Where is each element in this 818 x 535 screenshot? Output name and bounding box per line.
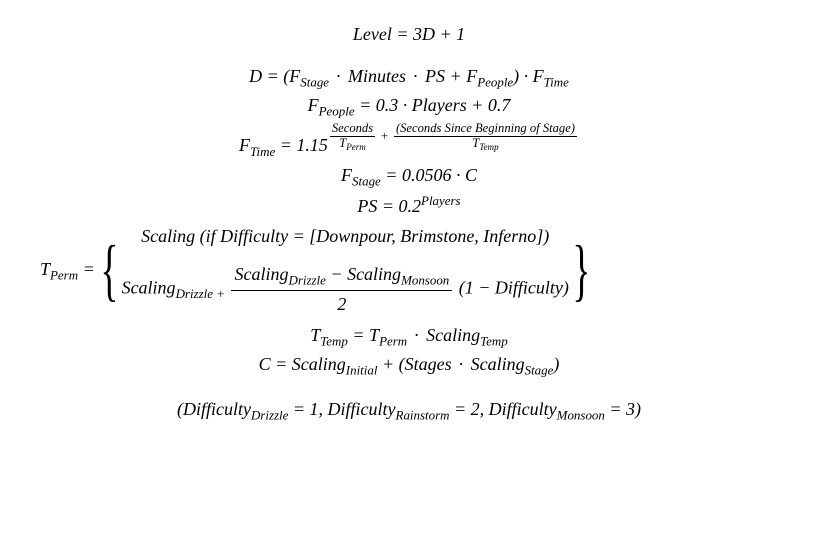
ftime-den2: TTemp	[394, 137, 577, 152]
tperm-case2-frac: ScalingDrizzle − ScalingMonsoon 2	[231, 262, 452, 316]
d-close: ) ·	[513, 66, 533, 86]
d-minutes: Minutes	[348, 66, 406, 86]
d-ftime-var: F	[533, 66, 544, 86]
tperm-case2: ScalingDrizzle + ScalingDrizzle − Scalin…	[122, 262, 569, 316]
eq-legend: (DifficultyDrizzle = 1, DifficultyRainst…	[40, 397, 778, 424]
d-fpeople-sub: People	[477, 75, 513, 90]
level-eq: =	[392, 24, 413, 44]
d-lhs: D	[249, 66, 262, 86]
tperm-case1: Scaling (if Difficulty = [Downpour, Brim…	[141, 224, 549, 248]
ftime-sub: Time	[250, 144, 275, 159]
d-ftime-sub: Time	[544, 75, 569, 90]
tperm-case2-num: ScalingDrizzle − ScalingMonsoon	[231, 262, 452, 291]
ftime-var: F	[239, 136, 250, 156]
d-fstage-var: F	[289, 66, 300, 86]
ftime-frac2: (Seconds Since Beginning of Stage)TTemp	[394, 122, 577, 152]
fstage-sub: Stage	[352, 173, 381, 188]
tperm-piecewise: { Scaling (if Difficulty = [Downpour, Br…	[99, 220, 592, 321]
level-rhs: 3D + 1	[413, 24, 465, 44]
ps-lhs: PS	[357, 196, 377, 216]
level-lhs: Level	[353, 24, 392, 44]
eq-level: Level = 3D + 1	[40, 22, 778, 46]
d-ps: PS	[425, 66, 445, 86]
ftime-exponent: SecondsTPerm + (Seconds Since Beginning …	[328, 122, 579, 152]
ftime-den1: TPerm	[330, 137, 375, 152]
equation-block: Level = 3D + 1 D = (FStage · Minutes · P…	[40, 22, 778, 424]
tperm-cases: Scaling (if Difficulty = [Downpour, Brim…	[120, 220, 571, 321]
ps-eq: = 0.2	[377, 196, 421, 216]
fstage-eq: = 0.0506 ·	[381, 165, 465, 185]
fpeople-eq: = 0.3 ·	[355, 95, 412, 115]
left-brace-icon: {	[100, 241, 118, 299]
eq-d: D = (FStage · Minutes · PS + FPeople) · …	[40, 64, 778, 91]
tperm-case2-den: 2	[231, 291, 452, 316]
fpeople-var: F	[308, 95, 319, 115]
ftime-num2: (Seconds Since Beginning of Stage)	[394, 122, 577, 137]
fstage-var: F	[341, 165, 352, 185]
ps-exp: Players	[421, 193, 461, 208]
d-fstage-sub: Stage	[300, 75, 329, 90]
ftime-exp-plus: +	[377, 129, 392, 143]
eq-ftime: FTime = 1.15SecondsTPerm + (Seconds Sinc…	[40, 122, 778, 160]
eq-fpeople: FPeople = 0.3 · Players + 0.7	[40, 93, 778, 120]
d-dot2: ·	[406, 66, 425, 86]
fpeople-sub: People	[319, 104, 355, 119]
d-eq: = (	[262, 66, 289, 86]
eq-tperm: TPerm = { Scaling (if Difficulty = [Down…	[40, 220, 778, 321]
fstage-c: C	[465, 165, 477, 185]
d-dot1: ·	[329, 66, 348, 86]
ftime-num1: Seconds	[330, 122, 375, 137]
eq-ps: PS = 0.2Players	[40, 192, 778, 218]
d-plus: +	[445, 66, 466, 86]
tperm-lhs: TPerm =	[40, 257, 95, 284]
ftime-frac1: SecondsTPerm	[330, 122, 375, 152]
ftime-eq: = 1.15	[275, 136, 328, 156]
right-brace-icon: }	[572, 241, 590, 299]
eq-c: C = ScalingInitial + (Stages · ScalingSt…	[40, 352, 778, 379]
fpeople-tail: + 0.7	[467, 95, 511, 115]
eq-fstage: FStage = 0.0506 · C	[40, 163, 778, 190]
eq-ttemp: TTemp = TPerm · ScalingTemp	[40, 323, 778, 350]
d-fpeople-var: F	[466, 66, 477, 86]
fpeople-players: Players	[412, 95, 467, 115]
